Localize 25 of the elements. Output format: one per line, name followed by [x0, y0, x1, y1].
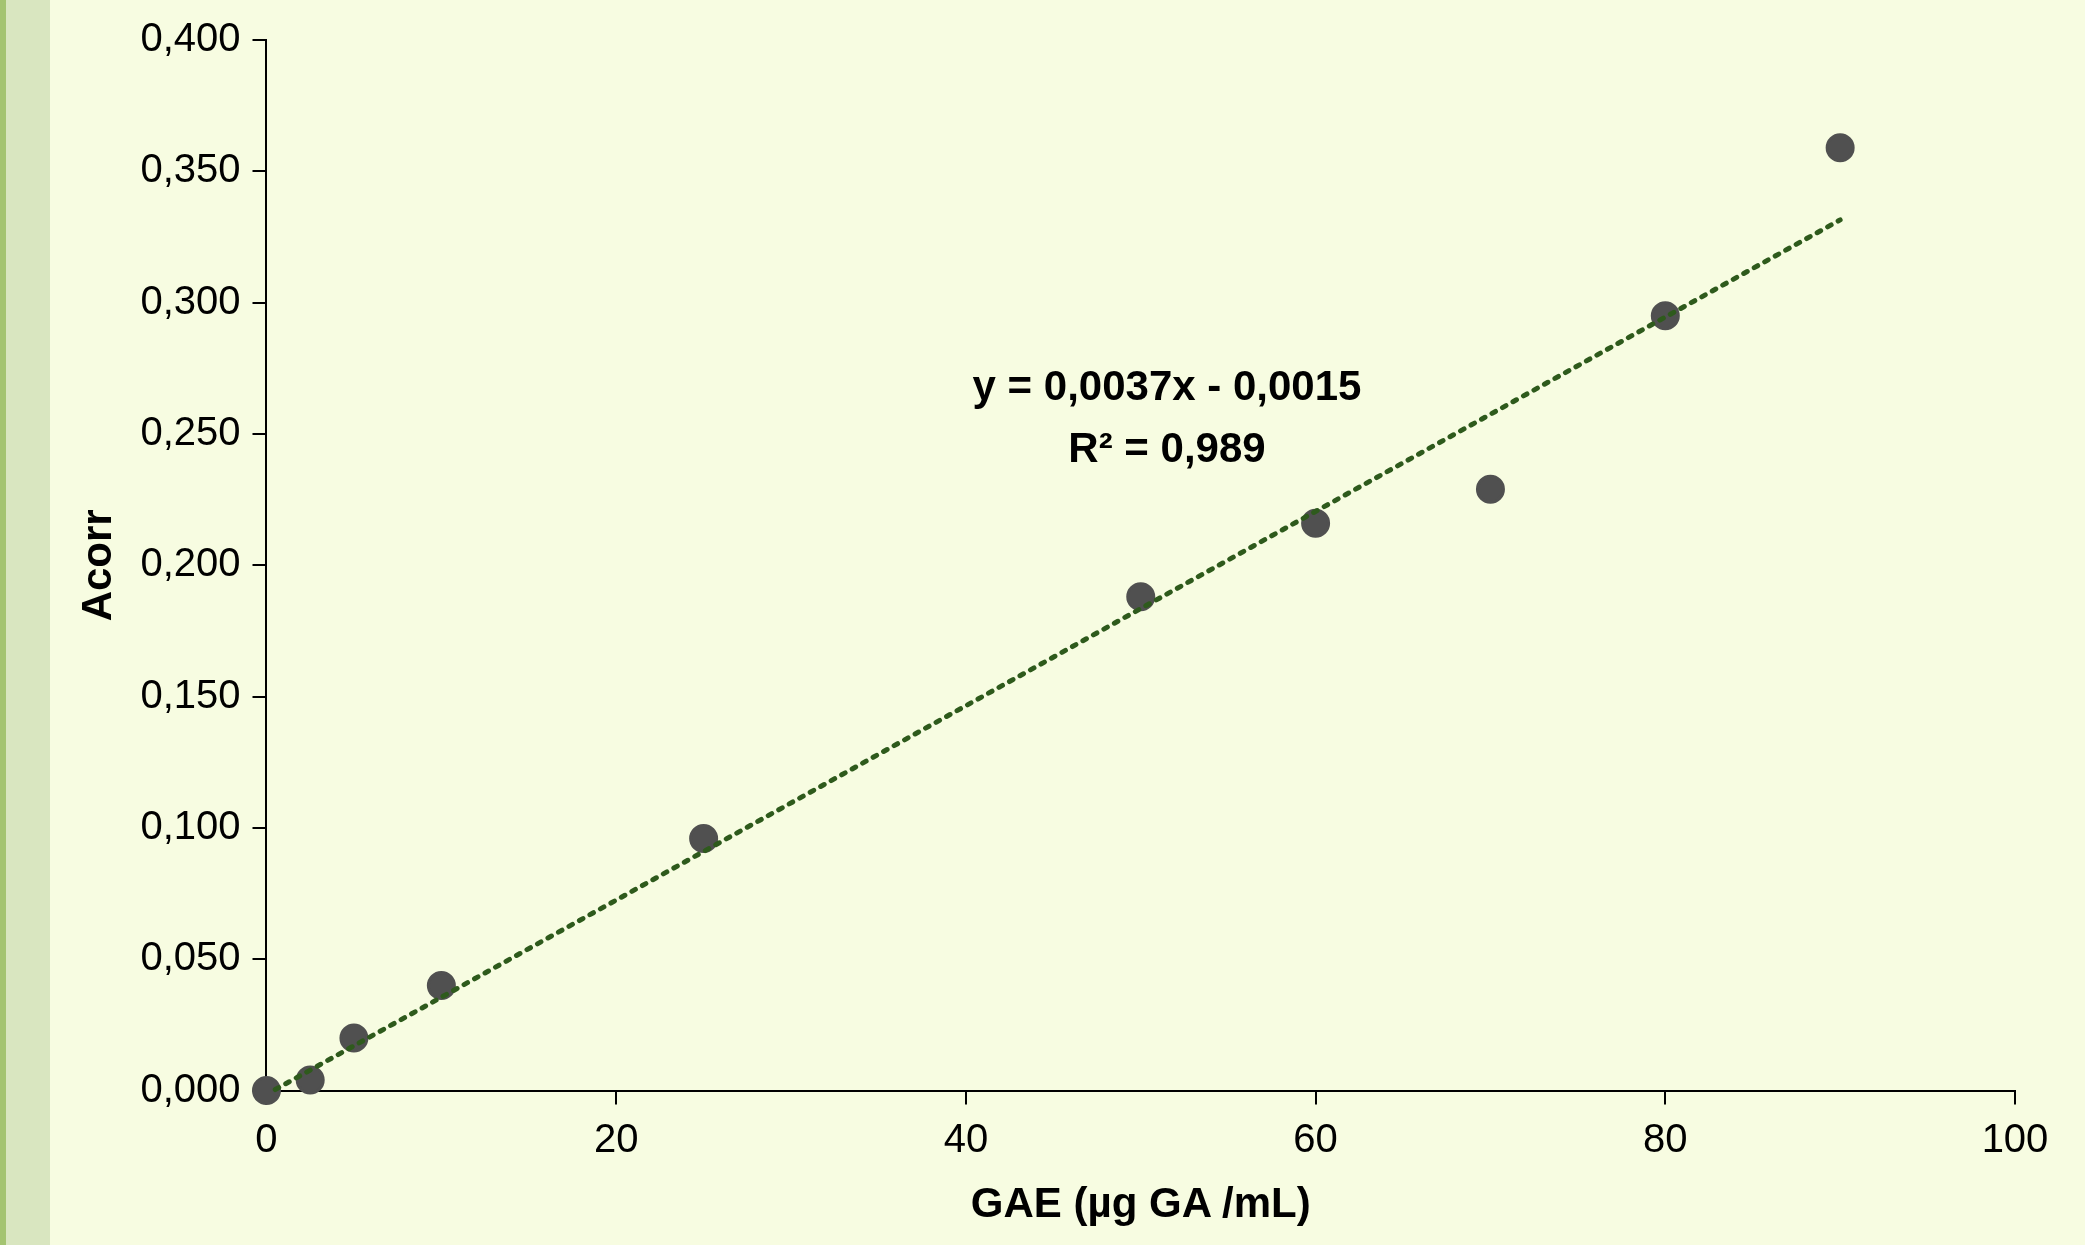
x-tick-label: 20 — [593, 1115, 639, 1160]
y-axis-title: Acorr — [72, 509, 120, 622]
annotation: y = 0,0037x - 0,0015 — [972, 362, 1362, 409]
point — [1475, 474, 1505, 504]
y-tick-label: 0,250 — [140, 409, 241, 454]
point — [1126, 582, 1156, 612]
x-tick-label: 80 — [1643, 1115, 1688, 1160]
y-tick-label: 0,400 — [140, 15, 241, 60]
y-tick-label: 0,150 — [140, 671, 241, 716]
y-tick-label: 0,300 — [140, 277, 241, 322]
x-tick-label: 100 — [1981, 1115, 2049, 1160]
x-axis-title: GAE (µg GA /mL) — [970, 1179, 1311, 1227]
y-tick-label: 0,100 — [140, 802, 241, 847]
y-tick-label: 0,200 — [140, 540, 241, 585]
point — [252, 1076, 281, 1106]
point — [426, 971, 456, 1001]
y-tick-label: 0,050 — [140, 934, 241, 979]
point — [689, 823, 719, 853]
y-tick-label: 0,350 — [140, 146, 241, 191]
x-tick-label: 60 — [1293, 1115, 1338, 1160]
x-tick-label: 0 — [255, 1115, 278, 1160]
y-tick-label: 0,000 — [140, 1065, 241, 1110]
x-tick-label: 40 — [943, 1115, 989, 1160]
annotation: R² = 0,989 — [1068, 424, 1266, 471]
point — [1825, 133, 1855, 163]
